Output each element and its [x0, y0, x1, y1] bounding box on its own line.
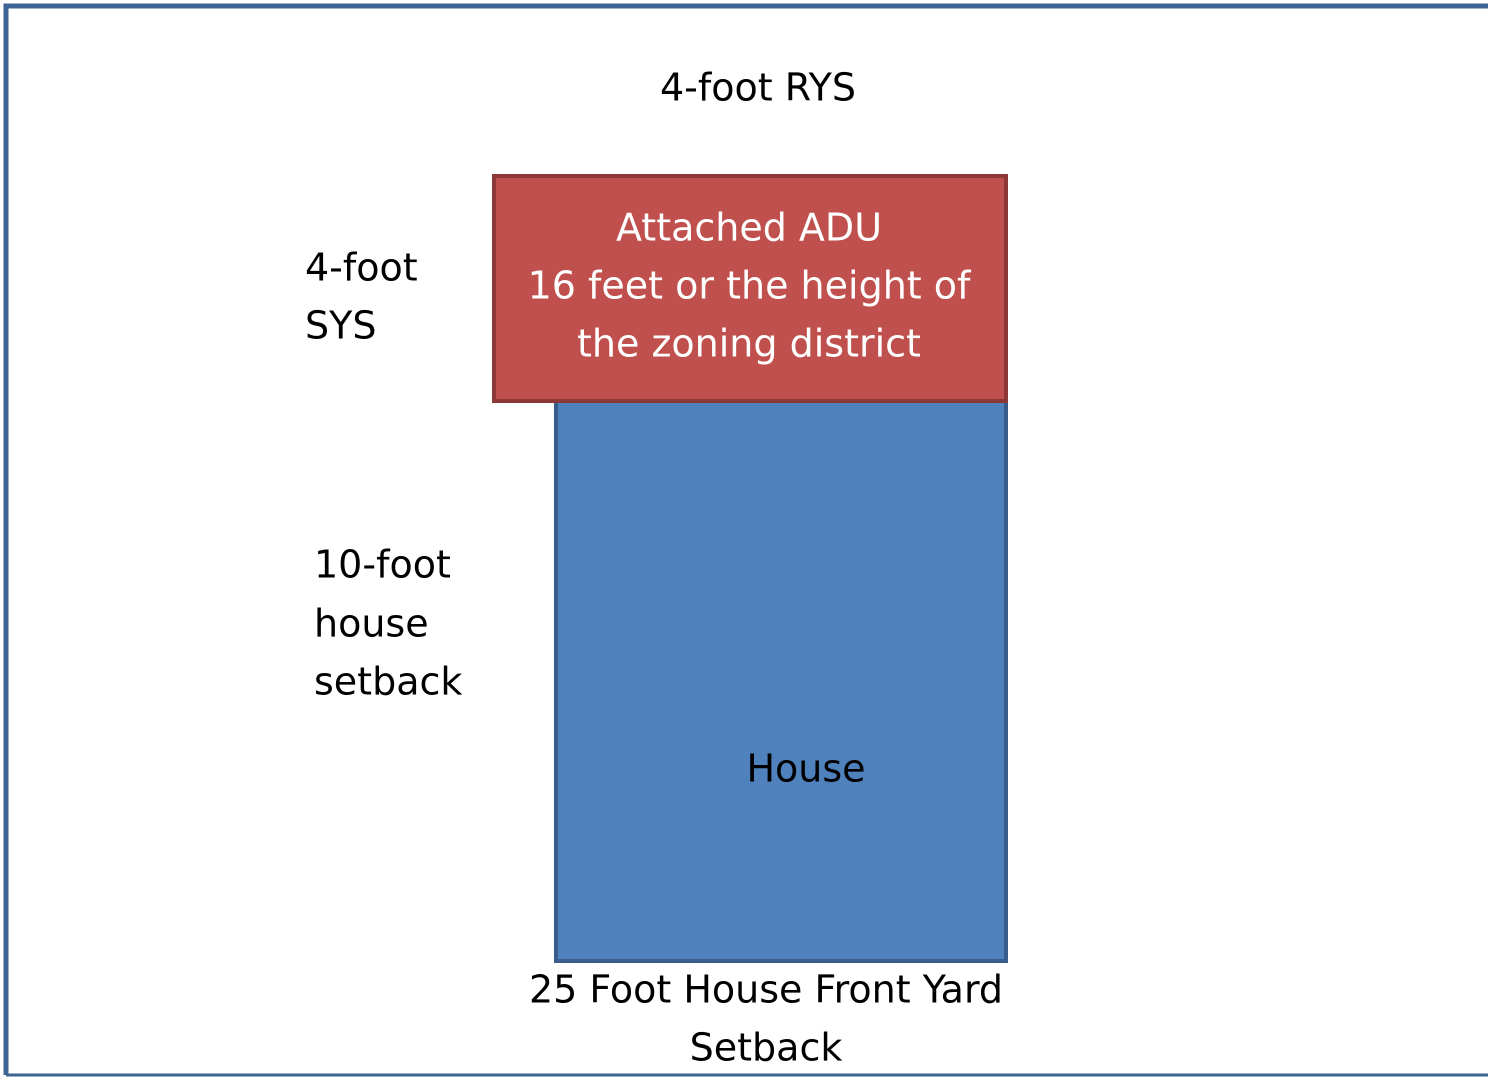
- house-box: [554, 399, 1008, 963]
- frame: [3, 3, 1488, 1075]
- rear-setback-label: 4-foot RYS: [660, 66, 856, 110]
- side-setback-label: 4-foot: [305, 246, 418, 290]
- house-setback-label: 10-foot: [314, 543, 451, 587]
- adu-box: [492, 174, 1008, 403]
- adu-label: 16 feet or the height of: [528, 264, 972, 308]
- adu-label: the zoning district: [577, 322, 921, 366]
- house-label: House: [746, 747, 865, 791]
- adu-label: Attached ADU: [616, 206, 882, 250]
- house-setback-label: house: [314, 602, 429, 646]
- front-setback-label: Setback: [690, 1026, 843, 1070]
- side-setback-label: SYS: [305, 304, 376, 348]
- front-setback-label: 25 Foot House Front Yard: [529, 968, 1003, 1012]
- house-setback-label: setback: [314, 660, 462, 704]
